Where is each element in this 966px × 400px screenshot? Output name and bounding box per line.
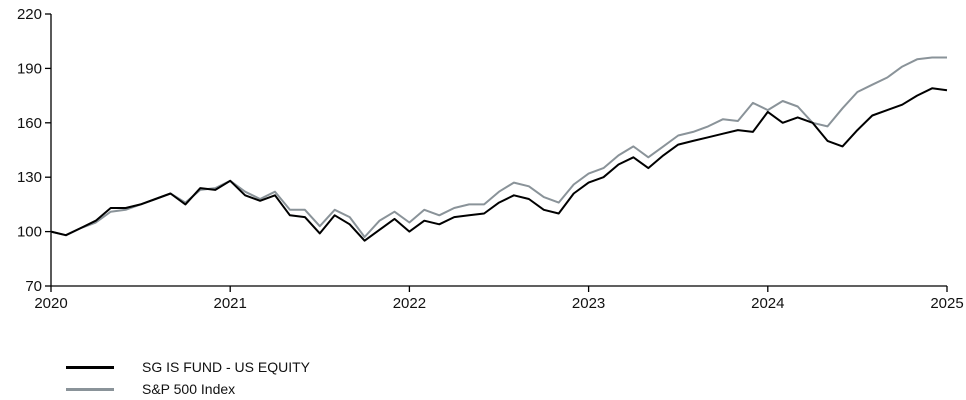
y-axis: 70 100 130 160 190 220 <box>17 6 52 295</box>
legend-item-index: S&P 500 Index <box>66 378 310 400</box>
x-tick-label: 2025 <box>930 295 963 312</box>
x-tick-label: 2023 <box>572 295 605 312</box>
y-tick-label: 100 <box>17 224 42 241</box>
legend-item-fund: SG IS FUND - US EQUITY <box>66 356 310 378</box>
legend-swatch-fund <box>66 365 114 369</box>
series-layer <box>50 56 948 242</box>
x-tick-label: 2020 <box>34 295 67 312</box>
y-tick-label: 160 <box>17 115 42 132</box>
legend-label-index: S&P 500 Index <box>142 381 236 397</box>
x-tick-label: 2024 <box>751 295 784 312</box>
y-tick-label: 70 <box>25 278 42 295</box>
series-line-index <box>50 56 947 238</box>
legend: SG IS FUND - US EQUITY S&P 500 Index <box>66 356 310 400</box>
y-tick-label: 190 <box>17 60 42 77</box>
legend-label-fund: SG IS FUND - US EQUITY <box>142 359 311 375</box>
legend-swatch-index <box>66 387 114 391</box>
x-tick-label: 2022 <box>393 295 426 312</box>
y-tick-label: 220 <box>17 6 42 23</box>
y-tick-label: 130 <box>17 169 42 186</box>
x-axis: 2020 2021 2022 2023 2024 2025 <box>34 285 964 312</box>
x-tick-label: 2021 <box>214 295 247 312</box>
series-line-fund <box>50 87 948 242</box>
